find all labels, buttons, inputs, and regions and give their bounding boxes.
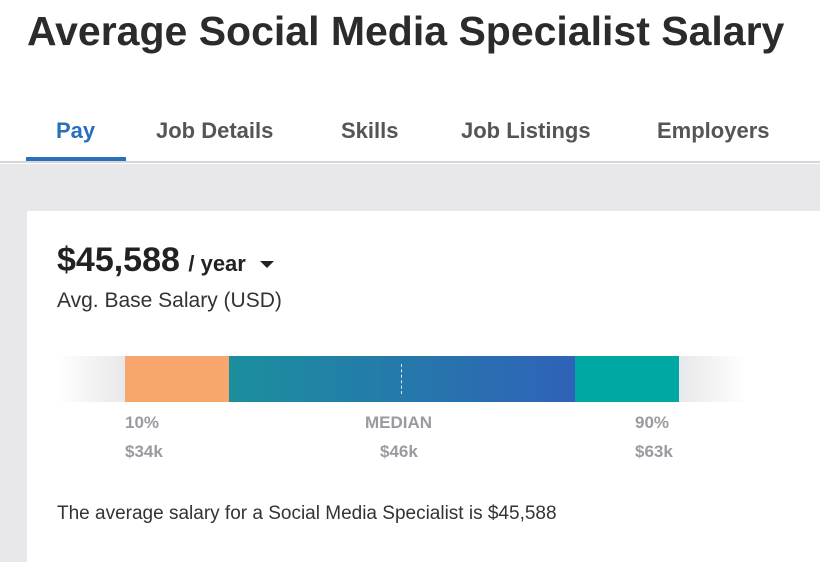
tab-employers[interactable]: Employers: [657, 118, 770, 143]
salary-period-selector[interactable]: / year: [188, 251, 246, 276]
percentile-10-label: 10%: [125, 413, 160, 432]
pay-card: $45,588 / year Avg. Base Salary (USD) 10…: [27, 211, 820, 562]
active-tab-indicator: [26, 157, 126, 161]
range-fade-right: [679, 356, 747, 402]
salary-range-bar: [57, 356, 747, 402]
salary-summary: The average salary for a Social Media Sp…: [57, 503, 557, 524]
salary-header: $45,588 / year: [57, 241, 275, 280]
range-segment-low: [125, 356, 229, 402]
percentile-10-value: $34k: [125, 442, 163, 461]
range-segment-mid: [229, 356, 575, 402]
tab-skills[interactable]: Skills: [341, 118, 399, 143]
tab-bar-divider: [0, 161, 820, 163]
median-label: MEDIAN: [365, 413, 433, 432]
tab-pay[interactable]: Pay: [56, 118, 96, 143]
percentile-90-value: $63k: [635, 442, 673, 461]
percentile-90-label: 90%: [635, 413, 670, 432]
salary-label: Avg. Base Salary (USD): [57, 289, 282, 312]
tab-job-details[interactable]: Job Details: [156, 118, 274, 143]
salary-amount: $45,588: [57, 241, 180, 279]
median-marker: [401, 364, 402, 394]
tab-bar: Pay Job Details Skills Job Listings Empl…: [0, 100, 820, 164]
tab-job-listings[interactable]: Job Listings: [461, 118, 591, 143]
range-fade-left: [57, 356, 125, 402]
caret-down-icon[interactable]: [260, 261, 275, 269]
median-value: $46k: [380, 442, 418, 461]
range-segment-high: [575, 356, 679, 402]
page-title: Average Social Media Specialist Salary: [27, 8, 785, 54]
